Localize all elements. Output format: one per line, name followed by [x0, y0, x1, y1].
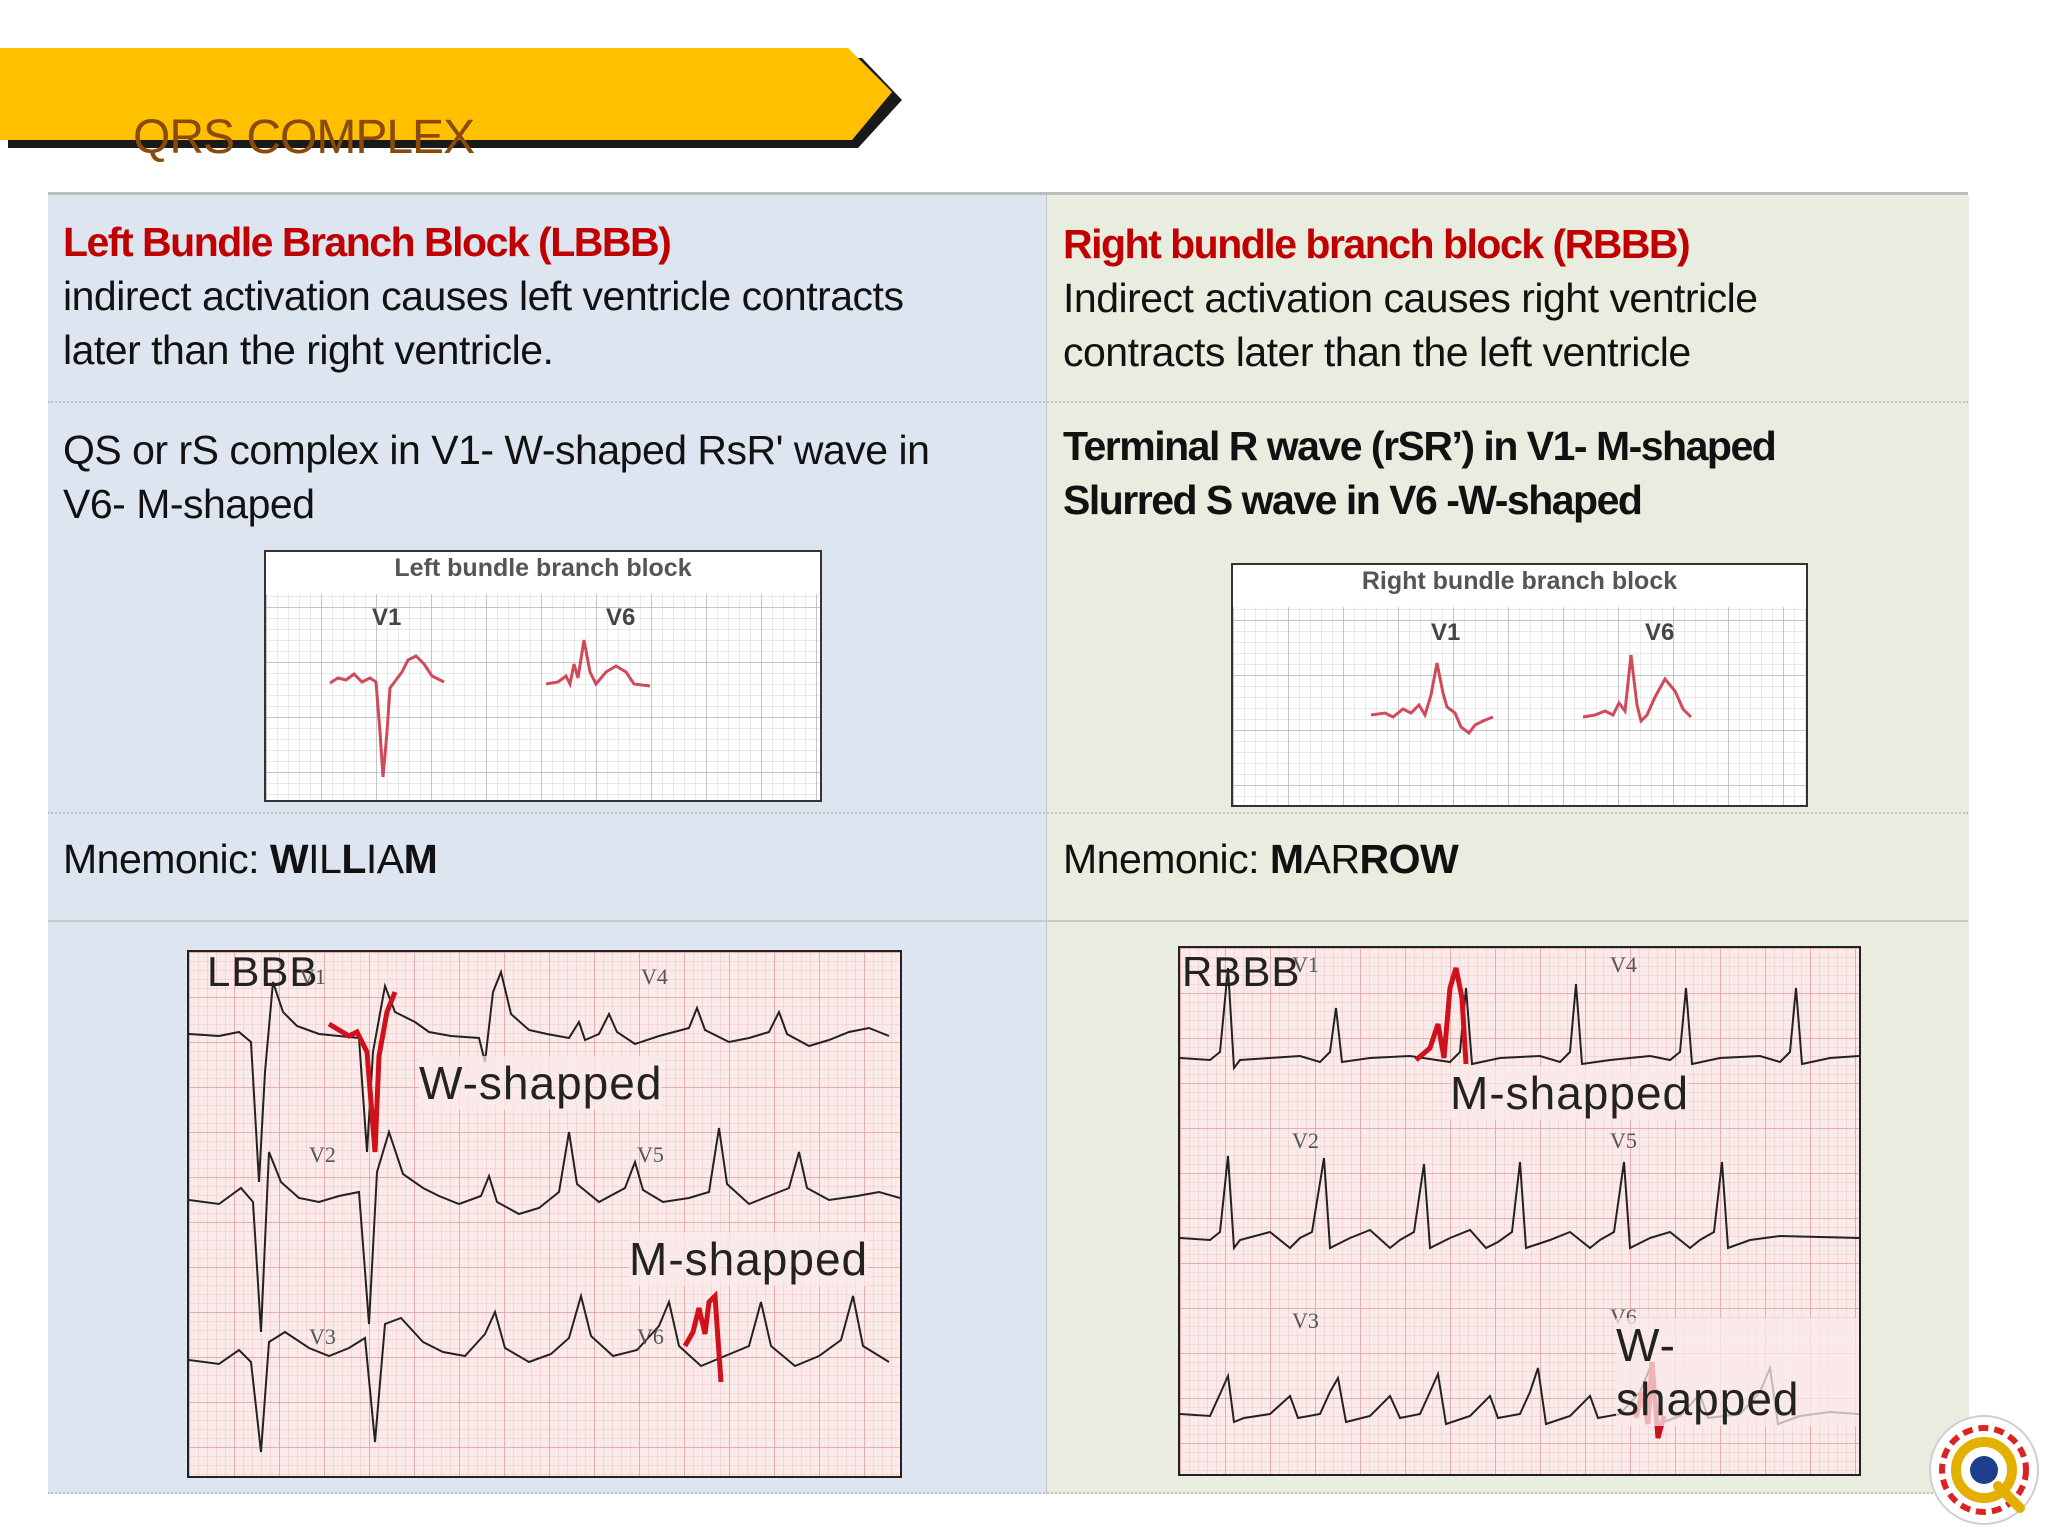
institution-seal-icon	[1929, 1415, 2039, 1525]
rbbb-w-shaped-label: W-shapped	[1616, 1318, 1859, 1426]
lbbb-row1-trace	[189, 968, 890, 1183]
lbbb-ecg-strip: LBBB V1 V2 V3 V4 V5 V6 W-shapped M-shapp…	[187, 950, 902, 1478]
rbbb-description-line: Indirect activation causes right ventric…	[1063, 275, 1758, 321]
mnemonic-letter: W	[269, 836, 309, 882]
lbbb-m-shaped-label: M-shapped	[629, 1232, 869, 1286]
lead-label-v4: V4	[1610, 952, 1637, 977]
rbbb-v1-m-highlight	[1414, 967, 1469, 1065]
rbbb-row2-trace	[1180, 1155, 1859, 1251]
row-divider	[48, 920, 1968, 922]
lead-label-v3: V3	[309, 1324, 336, 1349]
lbbb-criteria-cell: QS or rS complex in V1- W-shaped RsR' wa…	[63, 423, 930, 531]
lbbb-row2-trace	[189, 1127, 900, 1333]
rbbb-row1-trace	[1180, 967, 1859, 1071]
lbbb-row3-trace	[189, 1292, 890, 1453]
rbbb-definition-cell: Right bundle branch block (RBBB) Indirec…	[1063, 217, 1758, 379]
lbbb-v1-w-highlight	[327, 991, 398, 1153]
mnemonic-label: Mnemonic:	[1063, 836, 1270, 882]
mnemonic-letter: L	[341, 836, 366, 882]
rbbb-v1-trace	[1370, 662, 1494, 736]
banner-arrow-shape	[0, 48, 902, 148]
lbbb-mnemonic: Mnemonic: WILLIAM	[63, 832, 438, 886]
rbbb-criteria-line: Terminal R wave (rSR’) in V1- M-shaped	[1063, 423, 1777, 469]
rbbb-figure-title: Right bundle branch block	[1361, 567, 1678, 595]
lbbb-description-line: indirect activation causes left ventricl…	[63, 273, 904, 319]
lbbb-w-shaped-label: W-shapped	[419, 1056, 663, 1110]
mnemonic-letter: R	[1330, 836, 1360, 882]
ecg-grid	[1233, 607, 1806, 805]
mnemonic-letter: M	[403, 836, 438, 882]
lead-label-v6: V6	[1645, 619, 1675, 646]
row-divider	[48, 812, 1968, 814]
mnemonic-letter: I	[365, 836, 377, 882]
lead-label-v1: V1	[372, 604, 402, 631]
mnemonic-letter: A	[376, 836, 404, 882]
rbbb-mnemonic: Mnemonic: MARROW	[1063, 832, 1459, 886]
slide-title: QRS COMPLEX	[133, 111, 475, 164]
mnemonic-letter: A	[1303, 836, 1331, 882]
mnemonic-letter: I	[308, 836, 320, 882]
lbbb-definition-cell: Left Bundle Branch Block (LBBB) indirect…	[63, 215, 904, 377]
lead-label-v2: V2	[1292, 1128, 1319, 1153]
row-divider	[48, 401, 1968, 403]
rbbb-criteria-cell: Terminal R wave (rSR’) in V1- M-shaped S…	[1063, 419, 1777, 527]
lead-label-v6: V6	[606, 604, 636, 631]
lbbb-v6-trace	[545, 639, 651, 689]
lead-label-v4: V4	[641, 964, 668, 989]
lbbb-strip-title: LBBB	[207, 950, 319, 995]
lbbb-criteria-line: QS or rS complex in V1- W-shaped RsR' wa…	[63, 427, 930, 473]
mnemonic-letter: W	[1420, 836, 1459, 882]
comparison-table: Left Bundle Branch Block (LBBB) indirect…	[48, 192, 1969, 1494]
lead-label-v1: V1	[1292, 952, 1319, 977]
mnemonic-letter: M	[1269, 836, 1304, 882]
lbbb-description-line: later than the right ventricle.	[63, 327, 554, 373]
rbbb-ecg-figure: Right bundle branch block V1 V6	[1231, 563, 1808, 807]
mnemonic-letter: L	[319, 836, 342, 882]
mnemonic-label: Mnemonic:	[63, 836, 270, 882]
lbbb-v1-trace	[329, 654, 445, 778]
lead-label-v1: V1	[1431, 619, 1461, 646]
rbbb-heading: Right bundle branch block (RBBB)	[1063, 221, 1691, 267]
lbbb-v6-m-highlight	[682, 1290, 724, 1383]
lbbb-ecg-figure: Left bundle branch block V1 V6	[264, 550, 822, 802]
title-banner: QRS COMPLEX	[0, 44, 910, 164]
rbbb-m-shaped-label: M-shapped	[1450, 1066, 1690, 1120]
lbbb-criteria-line: V6- M-shaped	[63, 481, 315, 527]
rbbb-v6-trace	[1582, 654, 1693, 724]
mnemonic-letter: R	[1359, 836, 1390, 882]
lbbb-heading: Left Bundle Branch Block (LBBB)	[63, 219, 672, 265]
rbbb-criteria-line: Slurred S wave in V6 -W-shaped	[1063, 477, 1643, 523]
ecg-grid	[266, 594, 820, 800]
mnemonic-letter: O	[1388, 836, 1421, 882]
lead-label-v6: V6	[637, 1324, 664, 1349]
lead-label-v2: V2	[309, 1142, 336, 1167]
rbbb-strip-title: RBBB	[1182, 948, 1301, 995]
ecg-strip-grid	[189, 952, 900, 1476]
lead-label-v5: V5	[1610, 1128, 1637, 1153]
lead-label-v3: V3	[1292, 1308, 1319, 1333]
lbbb-figure-title: Left bundle branch block	[394, 554, 692, 582]
rbbb-ecg-strip: RBBB V1 V2 V3 V4 V5 V6 M-shapped W-shapp…	[1178, 946, 1861, 1476]
lead-label-v1: V1	[299, 964, 326, 989]
table-bottom-border	[48, 1492, 1968, 1494]
lead-label-v5: V5	[637, 1142, 664, 1167]
rbbb-description-line: contracts later than the left ventricle	[1063, 329, 1691, 375]
